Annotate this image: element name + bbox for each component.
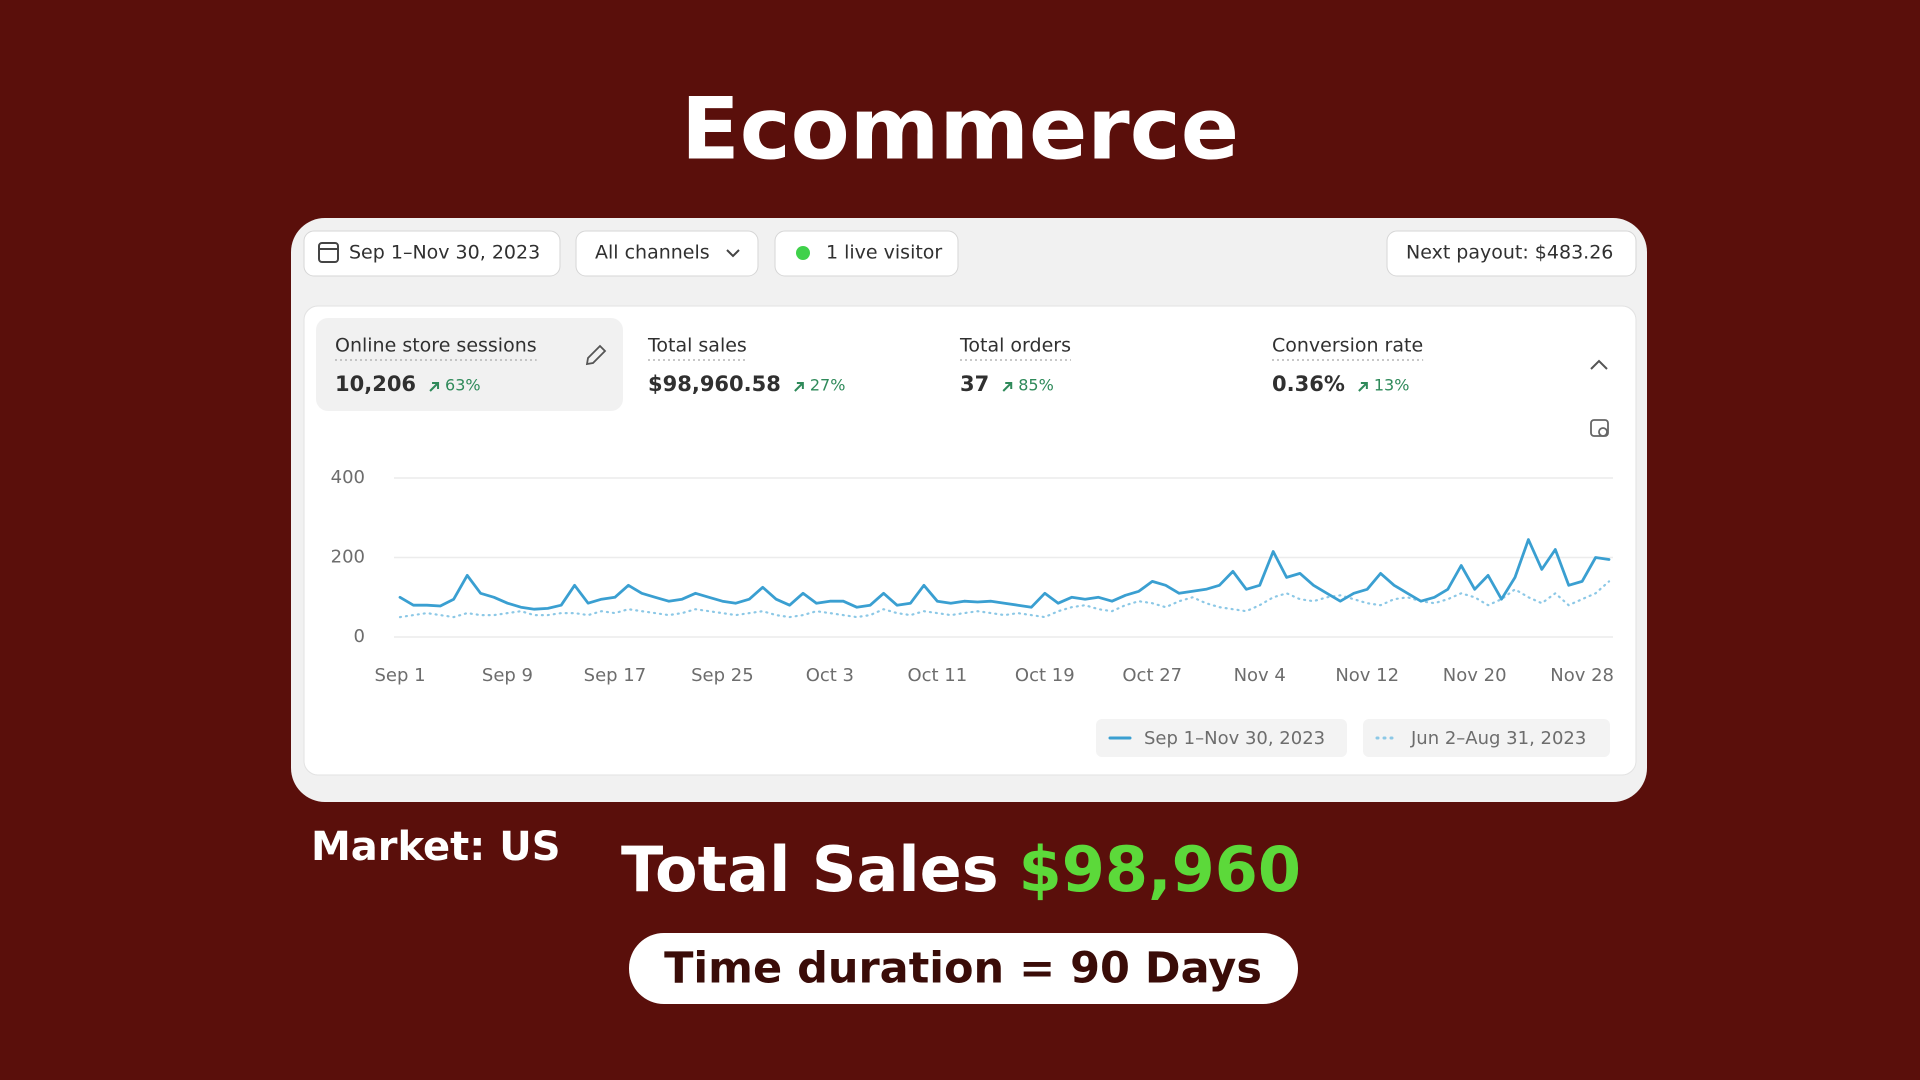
series-line (398, 580, 1611, 619)
x-tick-label: Sep 9 (482, 665, 533, 686)
metrics: Online store sessions 10,206 63% Total sale… (335, 335, 1424, 396)
y-tick-label: 400 (331, 467, 365, 488)
calendar-icon (318, 242, 339, 263)
date-range: Sep 1–Nov 30, 2023 (349, 242, 540, 264)
x-tick-label: Sep 25 (691, 665, 754, 686)
x-tick-label: Nov 4 (1234, 665, 1286, 686)
live-visitors: 1 live visitor (826, 242, 942, 264)
total-sales: Total Sales $98,960 (621, 833, 1301, 906)
trend-arrow (794, 382, 804, 392)
date-button[interactable] (303, 230, 561, 277)
total-sales-value: $98,960 (1019, 833, 1301, 906)
metric-change: 85% (1018, 376, 1054, 395)
x-tick-label: Nov 28 (1550, 665, 1614, 686)
analytics-panel (303, 305, 1637, 776)
chevron-down (726, 249, 740, 258)
legend-item (1363, 719, 1610, 757)
legend-label: Jun 2–Aug 31, 2023 (1410, 728, 1586, 749)
metric-value: $98,960.58 (648, 372, 781, 396)
chart: 0 200 400 Sep 1 Sep 9 Sep 17 Sep 25 Oct 3 Oct 11… (331, 467, 1614, 757)
live-dot (796, 246, 810, 260)
x-tick-label: Oct 3 (806, 665, 854, 686)
legend-item (1096, 719, 1347, 757)
channels-button[interactable] (575, 230, 759, 277)
x-tick-label: Sep 1 (374, 665, 425, 686)
legend-label: Sep 1–Nov 30, 2023 (1144, 728, 1325, 749)
collapse-icon[interactable] (1590, 359, 1608, 370)
y-tick-label: 200 (331, 547, 365, 568)
x-tick-label: Oct 19 (1015, 665, 1075, 686)
duration: Time duration = 90 Days (664, 944, 1262, 994)
x-tick-label: Sep 17 (584, 665, 647, 686)
live-visitor-button[interactable] (774, 230, 959, 277)
duration-pill (629, 933, 1298, 1004)
report-icon[interactable] (1590, 419, 1609, 437)
y-tick-label: 0 (354, 626, 365, 647)
metric-label: Total orders (959, 335, 1071, 357)
x-tick-label: Nov 20 (1443, 665, 1507, 686)
metric-change: 63% (445, 376, 481, 395)
trend-arrow (1358, 382, 1368, 392)
metric-label: Online store sessions (335, 335, 537, 357)
report-icon-lens (1598, 427, 1608, 437)
x-tick-label: Nov 12 (1335, 665, 1399, 686)
metric-change: 13% (1374, 376, 1410, 395)
total-sales-label: Total Sales (621, 833, 999, 906)
series-line (398, 538, 1611, 611)
edit-icon[interactable] (585, 344, 607, 366)
page-title: Ecommerce (681, 79, 1239, 179)
selected-metric[interactable] (316, 318, 623, 411)
payout-button[interactable] (1386, 230, 1637, 277)
metric-value: 0.36% (1272, 372, 1345, 396)
trend-arrow (1002, 382, 1013, 392)
x-tick-label: Oct 11 (907, 665, 967, 686)
metric-value: 37 (960, 372, 989, 396)
channels: All channels (595, 242, 710, 264)
next-payout: Next payout: $483.26 (1406, 242, 1613, 264)
metric-label: Conversion rate (1272, 335, 1423, 357)
metric-label: Total sales (647, 335, 747, 357)
trend-arrow (429, 382, 440, 392)
metric-value: 10,206 (335, 372, 416, 396)
x-tick-label: Oct 27 (1122, 665, 1182, 686)
market: Market: US (311, 824, 561, 870)
metric-change: 27% (810, 376, 846, 395)
